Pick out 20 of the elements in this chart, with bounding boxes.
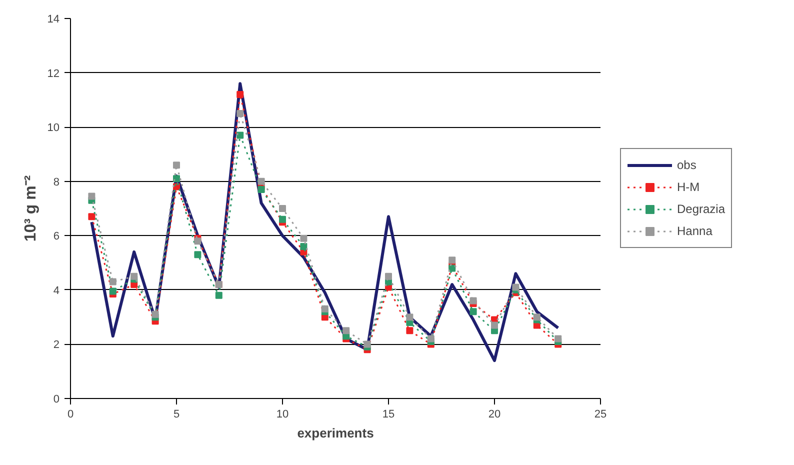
y-axis-title: 10³ g m⁻² [22,175,40,242]
legend-label: obs [677,158,697,172]
x-tick-label: 25 [594,408,607,420]
y-tick-label: 10 [47,122,60,134]
x-tick-label: 0 [67,408,74,420]
y-tick-label: 14 [47,14,60,26]
y-tick-label: 6 [53,230,60,243]
y-tick-label: 4 [53,284,60,297]
y-tick-label: 2 [53,339,60,352]
y-tick-label: 12 [47,68,60,80]
legend-label: Hanna [677,224,712,238]
x-tick-label: 10 [276,408,289,420]
legend-label: H-M [677,180,700,194]
x-axis-title: experiments [297,426,374,440]
x-tick-label: 20 [488,408,501,420]
legend-label: Degrazia [677,202,726,216]
y-tick-label: 0 [53,394,60,406]
x-tick-label: 5 [173,408,180,420]
x-tick-label: 15 [382,408,395,420]
y-tick-label: 8 [53,176,60,188]
